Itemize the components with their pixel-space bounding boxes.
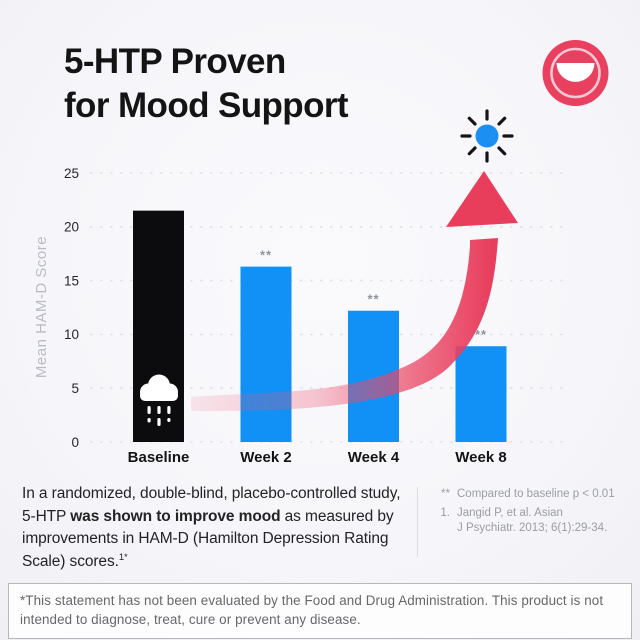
page-title: 5-HTP Proven for Mood Support — [64, 40, 349, 128]
y-tick-label: 25 — [64, 166, 79, 181]
significance-marker: ** — [441, 488, 450, 500]
vertical-divider — [417, 487, 418, 557]
bar-week-8 — [455, 346, 507, 442]
footnote-text-before: In a randomized, double-blind, placebo-c… — [22, 485, 401, 525]
y-axis-label: Mean HAM-D Score — [33, 236, 50, 378]
citation-line1: Jangid P, et al. Asian — [457, 506, 563, 519]
footnote-text-after: as measured by improvements in HAM-D (Ha… — [22, 507, 394, 570]
significance-asterisks: ** — [475, 327, 487, 342]
y-tick-label: 20 — [64, 220, 79, 235]
x-axis-labels: Baseline Week 2 Week 4 Week 8 — [128, 449, 507, 466]
significance-note: ** Compared to baseline p < 0.01 — [434, 487, 624, 503]
y-tick-label: 15 — [64, 273, 79, 288]
trend-arrow — [191, 171, 518, 412]
references-block: ** Compared to baseline p < 0.01 1. Jang… — [434, 487, 624, 540]
x-tick-label: Week 4 — [348, 449, 400, 466]
y-tick-label: 10 — [64, 327, 79, 342]
y-tick-label: 0 — [71, 435, 79, 450]
significance-asterisks: ** — [260, 248, 272, 263]
footnote-text-bold: was shown to improve mood — [70, 507, 281, 525]
citation-text: Jangid P, et al. Asian J Psychiatr. 2013… — [457, 506, 607, 537]
study-footnote: In a randomized, double-blind, placebo-c… — [22, 483, 418, 573]
citation: 1. Jangid P, et al. Asian J Psychiatr. 2… — [434, 506, 624, 537]
x-tick-label: Week 8 — [455, 449, 506, 466]
citation-line2: J Psychiatr. 2013; 6(1):29-34. — [457, 522, 608, 534]
chart-gridlines: 0 5 10 15 20 25 — [64, 166, 566, 450]
page-title-line2: for Mood Support — [64, 86, 349, 125]
fda-disclaimer-box: *This statement has not been evaluated b… — [8, 583, 632, 639]
significance-markers: ** ** ** — [260, 248, 487, 343]
bar-baseline — [133, 210, 184, 442]
rain-cloud-icon — [140, 374, 178, 426]
footnote-superscript: 1* — [118, 551, 128, 563]
x-tick-label: Week 2 — [240, 449, 291, 466]
significance-asterisks: ** — [367, 292, 379, 307]
smile-brand-logo — [542, 40, 609, 106]
bar-week-2 — [240, 266, 292, 442]
chart-bars — [133, 210, 507, 442]
sun-icon — [460, 109, 514, 163]
citation-number: 1. — [440, 506, 450, 519]
x-tick-label: Baseline — [128, 449, 190, 466]
fda-disclaimer-text: *This statement has not been evaluated b… — [20, 593, 604, 627]
y-tick-label: 5 — [71, 381, 79, 396]
page-title-line1: 5-HTP Proven — [64, 42, 286, 81]
significance-text: Compared to baseline p < 0.01 — [457, 488, 615, 500]
